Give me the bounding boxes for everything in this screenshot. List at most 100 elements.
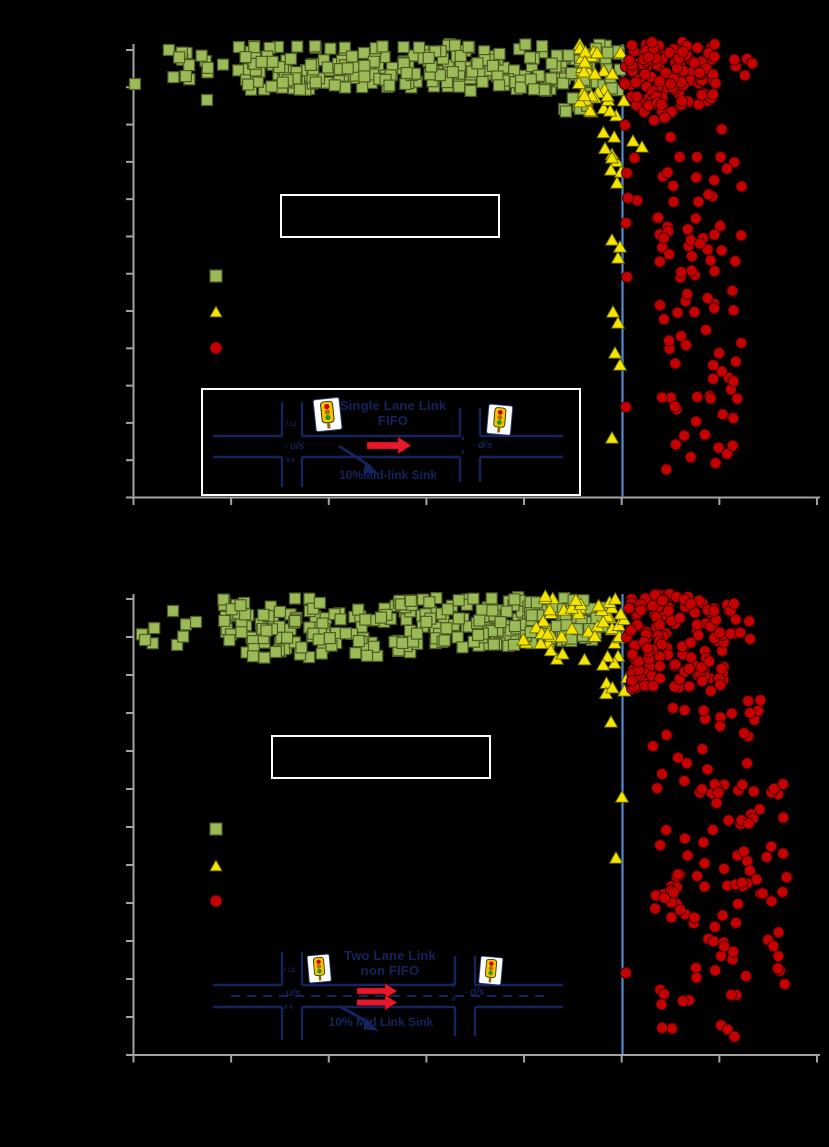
scatter-point-circle [685, 651, 697, 664]
mid-sink-label: 10%Mid-link Sink [338, 468, 438, 482]
scatter-point-triangle [610, 315, 626, 329]
scatter-point-circle [718, 862, 731, 875]
scatter-point-circle [683, 680, 696, 693]
scatter-point-circle [721, 447, 734, 460]
scatter-point-circle [695, 89, 708, 101]
scatter-point-circle [765, 895, 778, 908]
scatter-point-triangle [589, 45, 605, 59]
scatter-point-triangle [604, 150, 620, 164]
scatter-point-circle [712, 441, 725, 454]
scatter-point-circle [619, 119, 631, 131]
scatter-point-circle [678, 704, 691, 717]
scatter-point-circle [621, 167, 633, 179]
scatter-point-circle [647, 680, 660, 692]
scatter-point-circle [625, 674, 638, 687]
scatter-point-square [341, 62, 354, 75]
scatter-point-square [486, 59, 500, 73]
scatter-point-circle [209, 341, 223, 355]
scatter-point-circle [671, 306, 684, 319]
scatter-point-triangle [543, 643, 559, 657]
scatter-point-triangle [591, 598, 606, 612]
scatter-point-square [452, 612, 465, 625]
scatter-point-triangle [540, 626, 555, 640]
scatter-point-square [128, 77, 142, 91]
scatter-point-circle [696, 743, 709, 756]
scatter-point-triangle [608, 850, 624, 864]
scatter-point-circle [677, 45, 689, 58]
scatter-point-circle [673, 612, 686, 625]
scatter-point-circle [674, 903, 687, 916]
scatter-point-square [508, 593, 521, 606]
scatter-point-circle [681, 223, 694, 236]
scatter-point-circle [707, 372, 720, 385]
scatter-point-triangle [634, 139, 650, 153]
scatter-point-square [241, 78, 255, 91]
right-arrow-icon: → [278, 988, 286, 997]
scatter-point-circle [685, 264, 698, 277]
scatter-point-circle [663, 46, 676, 59]
scatter-point-circle [732, 898, 744, 910]
scatter-point-square [223, 634, 236, 647]
scatter-point-square [486, 604, 499, 617]
scatter-point-square [535, 40, 549, 53]
traffic-signal-icon [486, 403, 514, 436]
scatter-point-circle [709, 964, 722, 977]
scatter-point-circle [651, 782, 664, 795]
scatter-point-circle [696, 675, 709, 687]
scatter-point-triangle [600, 649, 615, 663]
scatter-point-square [232, 40, 245, 54]
scatter-point-circle [668, 400, 681, 413]
scatter-point-square [239, 50, 252, 64]
scatter-point-circle [667, 702, 679, 715]
scatter-point-circle [738, 727, 751, 740]
scatter-point-circle [708, 228, 721, 241]
scatter-point-square [404, 594, 417, 607]
scatter-point-circle [708, 605, 721, 618]
scatter-point-circle [624, 624, 637, 637]
scatter-point-circle [721, 162, 733, 175]
scatter-point-square [601, 46, 614, 59]
scatter-point-circle [663, 248, 676, 261]
scatter-point-circle [734, 626, 747, 639]
scatter-point-triangle [605, 680, 620, 694]
lane-count-label: 7 12 [285, 422, 297, 428]
right-arrow-icon: → [462, 987, 470, 996]
scatter-point-circle [684, 636, 697, 649]
scatter-point-circle [697, 836, 710, 849]
scatter-point-circle [630, 90, 643, 103]
scatter-point-circle [735, 229, 748, 242]
lane-count-label: 8 [461, 450, 465, 456]
scatter-point-triangle [605, 66, 620, 80]
scatter-point-circle [209, 894, 223, 908]
road-diagram-bottom [213, 952, 563, 1040]
scatter-point-circle [660, 463, 673, 476]
scatter-point-circle [684, 451, 697, 464]
scatter-point-circle [622, 192, 634, 204]
scatter-point-circle [708, 174, 721, 187]
scatter-point-circle [716, 408, 729, 421]
scatter-point-triangle [555, 646, 570, 660]
scatter-point-square [492, 79, 506, 92]
scatter-point-square [420, 615, 433, 628]
scatter-point-square [234, 599, 247, 612]
scatter-point-square [473, 614, 486, 627]
downstream-label: →d/s [470, 440, 493, 451]
scatter-point-circle [690, 171, 703, 184]
scatter-point-circle [722, 814, 735, 827]
scatter-point-square [321, 61, 334, 74]
scatter-point-circle [673, 151, 686, 163]
scatter-point-circle [653, 660, 666, 673]
scatter-point-circle [653, 619, 666, 631]
scatter-point-square [209, 822, 223, 836]
scatter-point-circle [726, 284, 739, 297]
scatter-point-square [255, 55, 268, 69]
scatter-point-triangle [608, 591, 623, 605]
scatter-point-triangle [613, 606, 628, 620]
scatter-point-square [358, 59, 371, 72]
scatter-point-circle [693, 66, 706, 79]
scatter-point-circle [666, 1022, 678, 1035]
scatter-point-circle [678, 429, 691, 442]
scatter-point-circle [715, 662, 728, 675]
scatter-point-circle [698, 857, 711, 870]
